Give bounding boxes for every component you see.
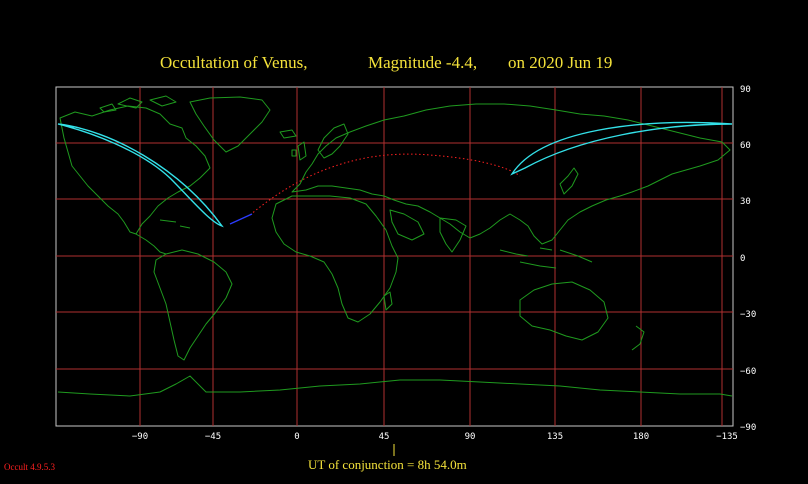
lat-label-30: 30 — [740, 197, 751, 207]
longitude-labels: −90 −45 0 45 90 135 180 −135 — [132, 432, 738, 442]
lat-label-minus-30: −30 — [740, 310, 756, 320]
lat-label-minus-60: −60 — [740, 367, 756, 377]
occultation-path-west — [57, 123, 224, 228]
australia-coast — [519, 281, 609, 341]
occultation-path-east — [510, 121, 733, 176]
lon-label-minus-90: −90 — [132, 432, 148, 442]
north-america-coast — [59, 105, 211, 235]
arabia-coast — [389, 209, 425, 241]
title-date: on 2020 Jun 19 — [508, 53, 612, 72]
southeast-asia-islands — [499, 247, 593, 269]
coastlines — [57, 95, 733, 397]
lat-label-0: 0 — [740, 254, 745, 264]
conjunction-time: UT of conjunction = 8h 54.0m — [308, 457, 467, 472]
lon-label-135: 135 — [547, 432, 563, 442]
lat-label-minus-90: −90 — [740, 423, 756, 433]
madagascar-coast — [383, 291, 393, 311]
antarctica-coast — [57, 375, 733, 397]
iceland-coast — [279, 129, 297, 139]
daylight-track — [249, 153, 521, 216]
graticule — [56, 87, 733, 426]
india-coast — [439, 217, 467, 253]
lat-label-60: 60 — [740, 141, 751, 151]
title-magnitude: Magnitude -4.4, — [368, 53, 477, 72]
lon-label-180: 180 — [633, 432, 649, 442]
version-label: Occult 4.9.5.3 — [4, 462, 55, 472]
scandinavia-coast — [317, 123, 349, 159]
south-america-coast — [153, 249, 233, 361]
caribbean-islands — [159, 219, 191, 229]
central-america-coast — [135, 233, 167, 255]
lat-label-90: 90 — [740, 85, 751, 95]
eurasia-coast — [291, 103, 731, 245]
latitude-labels: 90 60 30 0 −30 −60 −90 — [740, 85, 756, 433]
japan-coast — [559, 167, 579, 195]
lon-label-0: 0 — [294, 432, 299, 442]
arctic-islands — [99, 95, 177, 113]
title-object: Occultation of Venus, — [160, 53, 307, 72]
lon-label-45: 45 — [379, 432, 390, 442]
africa-coast — [271, 195, 399, 323]
twilight-track — [229, 213, 253, 225]
british-isles-coast — [291, 141, 307, 161]
lon-label-90: 90 — [465, 432, 476, 442]
greenland-coast — [189, 96, 271, 153]
lon-label-minus-45: −45 — [205, 432, 221, 442]
new-zealand-coast — [631, 325, 645, 351]
lon-label-minus-135: −135 — [716, 432, 738, 442]
